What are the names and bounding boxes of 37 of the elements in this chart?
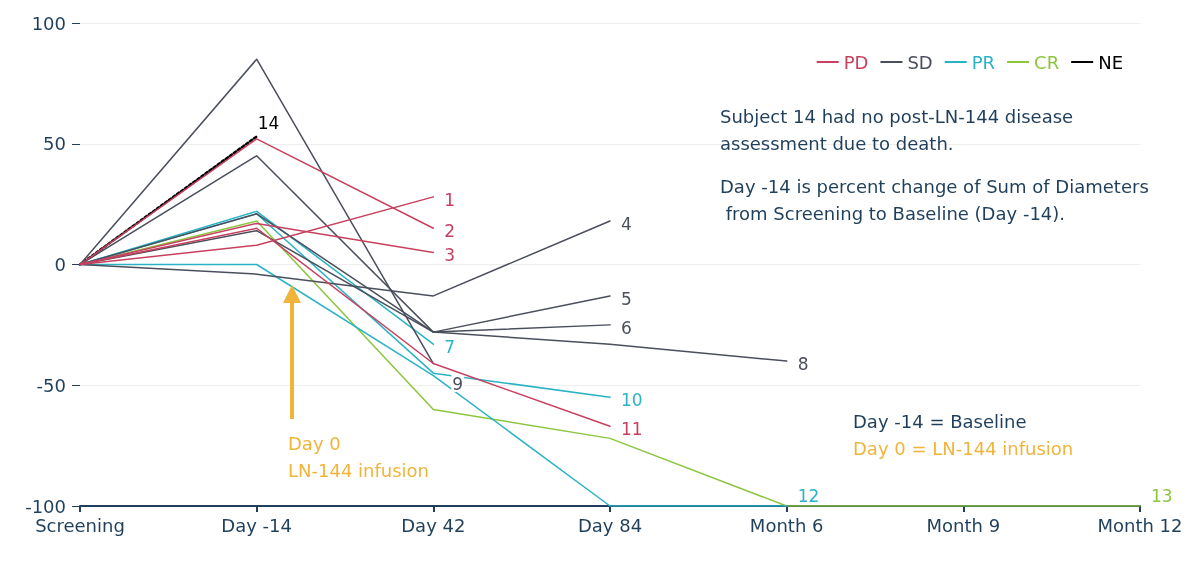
x-tick-label: Month 12 <box>1097 514 1183 536</box>
annotation: Day -14 is percent change of Sum of Diameters from Screening to Baseline (Day -14). <box>720 176 1149 224</box>
series-label: 13 <box>1151 486 1173 506</box>
series-label: 8 <box>797 354 809 375</box>
series-label: 4 <box>621 214 632 235</box>
y-tick-label: 0 <box>54 254 66 275</box>
legend-label: PR <box>971 51 996 73</box>
legend-label: NE <box>1098 51 1124 73</box>
y-tick-label: -50 <box>36 374 66 396</box>
y-tick-label: -100 <box>25 495 66 517</box>
series-label: 9 <box>452 373 464 394</box>
legend-label: PD <box>843 51 869 73</box>
legend-label: CR <box>1034 51 1060 73</box>
x-tick-label: Day 42 <box>401 514 466 536</box>
y-tick-label: 50 <box>43 133 66 155</box>
legend-label: SD <box>907 51 933 73</box>
series-label: 7 <box>444 337 456 358</box>
y-tick-label: 100 <box>31 12 66 34</box>
series-label: 6 <box>621 317 632 338</box>
series-label: 12 <box>797 486 820 506</box>
series-label: 10 <box>621 390 643 411</box>
series-label: 5 <box>621 288 632 309</box>
annotation: Day 0 <box>288 432 341 454</box>
x-tick-label: Day -14 <box>221 514 292 536</box>
series-label: 11 <box>621 419 643 440</box>
x-tick-label: Day 84 <box>577 514 643 536</box>
annotation: Subject 14 had no post-LN-144 disease assessment due to death. <box>720 106 1079 154</box>
annotation: Day -14 = Baseline <box>853 411 1027 432</box>
series-label: 2 <box>444 221 456 242</box>
x-tick-label: Month 9 <box>926 514 1001 536</box>
x-tick-label: Screening <box>35 514 125 536</box>
series-label: 1 <box>444 189 456 210</box>
series-label: 3 <box>444 245 456 266</box>
x-tick-label: Month 6 <box>749 514 824 536</box>
series-label: 14 <box>257 112 280 133</box>
annotation: Day 0 = LN-144 infusion <box>853 438 1074 459</box>
annotation: LN-144 infusion <box>288 459 430 481</box>
